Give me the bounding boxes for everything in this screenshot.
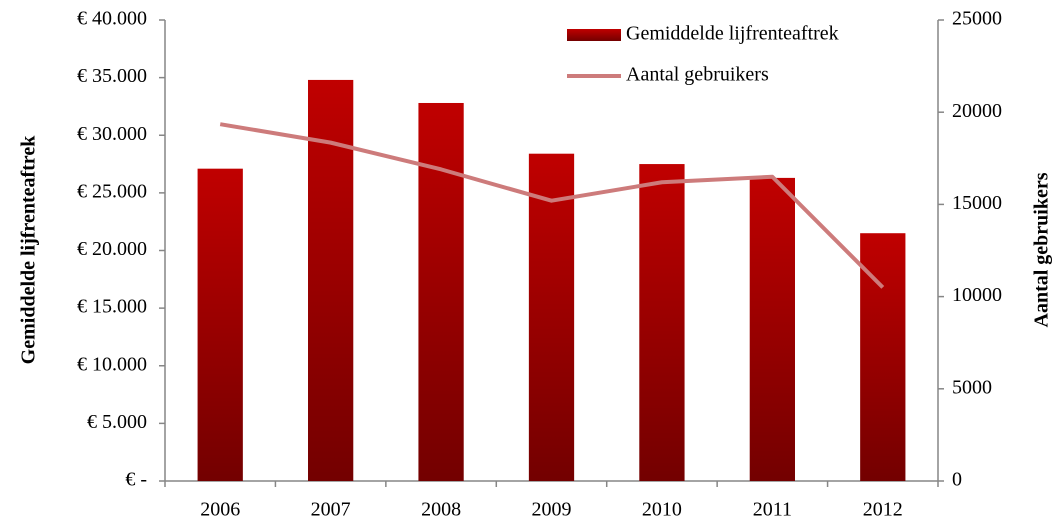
x-tick-label: 2007 [311, 499, 351, 521]
legend-swatch [567, 29, 621, 41]
x-tick-label: 2006 [200, 499, 240, 521]
x-tick-label: 2010 [642, 499, 682, 521]
y-tick-label: € 40.000 [77, 8, 147, 30]
y2-tick-label: 10000 [952, 284, 1002, 306]
x-tick-label: 2008 [421, 499, 461, 521]
bar [197, 168, 243, 482]
y-tick-label: € 30.000 [77, 123, 147, 145]
line [219, 122, 885, 289]
bar [528, 153, 575, 481]
y-tick-label: € 35.000 [77, 65, 147, 87]
y-tick-label: € 10.000 [77, 353, 147, 375]
y-tick-label: € 25.000 [77, 180, 147, 202]
bar [639, 164, 685, 481]
x-tick-label: 2009 [532, 499, 572, 521]
bar [418, 102, 464, 481]
y2-axis-title: Aantal gebruikers [1031, 172, 1053, 327]
y-axis-title: Gemiddelde lijfrenteaftrek [18, 135, 40, 365]
legend-label: Gemiddelde lijfrenteaftrek [626, 23, 839, 45]
bar [749, 177, 795, 481]
y-tick-label: € 20.000 [77, 238, 147, 260]
y-tick-label: € 5.000 [87, 411, 147, 433]
y2-tick-label: 0 [952, 469, 962, 491]
legend-label: Aantal gebruikers [626, 64, 769, 86]
y2-tick-label: 25000 [952, 8, 1002, 30]
y2-tick-label: 5000 [952, 376, 992, 398]
y-tick-label: € 15.000 [77, 296, 147, 318]
y-tick-label: € - [125, 469, 147, 491]
y2-tick-label: 15000 [952, 192, 1002, 214]
x-tick-label: 2011 [753, 499, 792, 521]
y2-tick-label: 20000 [952, 100, 1002, 122]
x-tick-label: 2012 [863, 499, 903, 521]
